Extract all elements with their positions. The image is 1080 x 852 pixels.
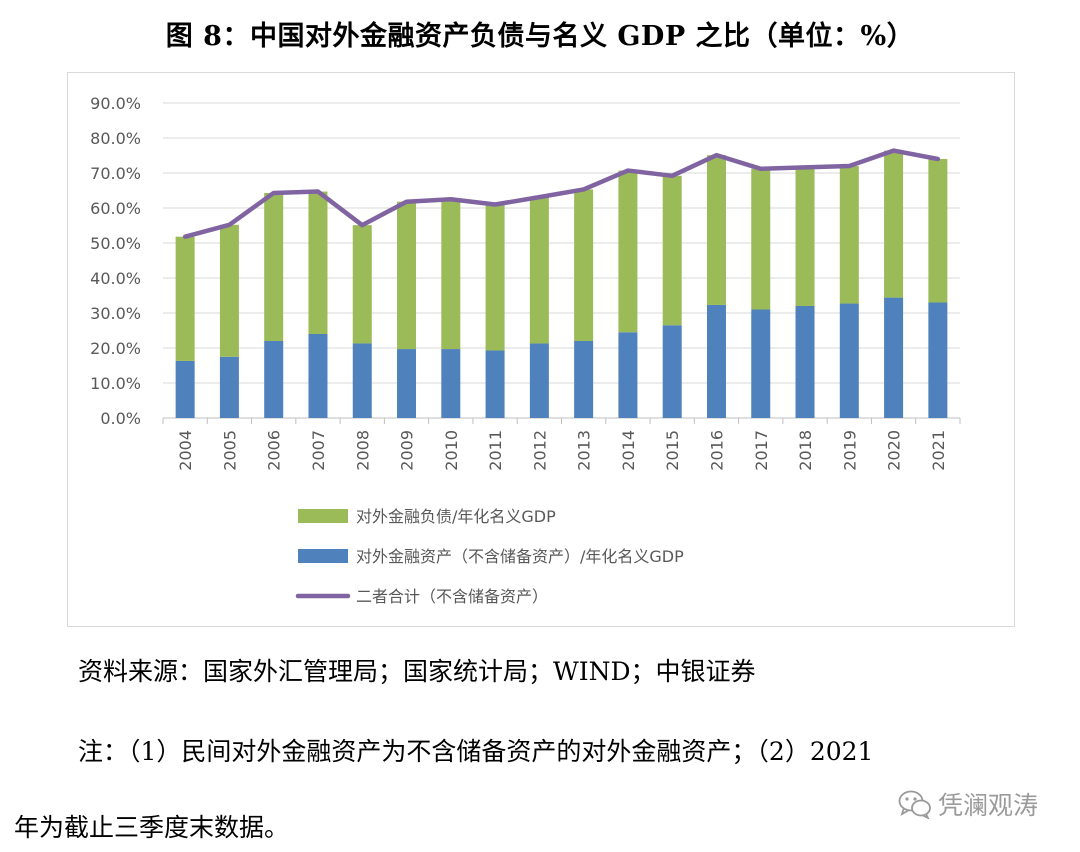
bar-liability [397, 201, 417, 350]
bar-asset [574, 341, 594, 418]
x-tick-label: 2018 [796, 430, 815, 471]
bar-asset [662, 325, 682, 418]
watermark-text: 凭澜观涛 [938, 791, 1039, 820]
note-line-2: 年为截止三季度末数据。 [14, 813, 290, 842]
x-tick-label: 2010 [442, 430, 461, 471]
bar-liability [884, 150, 904, 298]
bar-asset [884, 297, 904, 418]
bar-asset [485, 350, 505, 418]
bar-liability [175, 236, 195, 361]
bar-asset [308, 334, 328, 418]
bar-asset [839, 303, 859, 418]
x-tick-label: 2017 [752, 430, 771, 471]
source-text: 资料来源：国家外汇管理局；国家统计局；WIND；中银证券 [78, 657, 756, 686]
y-tick-label: 50.0% [90, 234, 141, 253]
y-tick-label: 0.0% [100, 409, 141, 428]
bar-liability [529, 197, 549, 344]
bar-liability [219, 224, 239, 357]
x-tick-label: 2014 [619, 430, 638, 471]
legend-label: 二者合计（不含储备资产） [356, 587, 548, 606]
legend-swatch [298, 509, 348, 523]
bar-liability [751, 168, 771, 310]
bar-liability [662, 175, 682, 326]
watermark: 凭澜观涛 [898, 786, 1038, 822]
bar-asset [706, 304, 726, 418]
bar-asset [751, 309, 771, 418]
x-tick-label: 2005 [220, 430, 239, 471]
bar-liability [928, 159, 948, 303]
x-tick-label: 2016 [707, 430, 726, 471]
bar-asset [529, 343, 549, 418]
x-tick-label: 2004 [176, 430, 195, 471]
bar-liability [574, 189, 594, 341]
y-tick-label: 70.0% [90, 164, 141, 183]
legend-label: 对外金融负债/年化名义GDP [356, 507, 556, 526]
x-tick-label: 2009 [398, 430, 417, 471]
y-tick-label: 30.0% [90, 304, 141, 323]
y-tick-label: 80.0% [90, 129, 141, 148]
bar-liability [706, 155, 726, 305]
bar-liability [308, 191, 328, 334]
bar-asset [618, 332, 638, 418]
bar-liability [618, 170, 638, 333]
legend-swatch [298, 549, 348, 563]
y-tick-label: 60.0% [90, 199, 141, 218]
x-tick-label: 2020 [885, 430, 904, 471]
bar-asset [352, 343, 372, 418]
y-tick-label: 90.0% [90, 94, 141, 113]
x-tick-label: 2012 [530, 430, 549, 471]
x-tick-label: 2006 [265, 430, 284, 471]
bar-liability [485, 204, 505, 351]
x-tick-label: 2015 [663, 430, 682, 471]
y-tick-label: 20.0% [90, 339, 141, 358]
chart-area: 0.0% 10.0% 20.0% 30.0% 40.0% 50.0% 60.0% 70.0% 8… [67, 72, 1015, 627]
bar-liability [264, 192, 284, 341]
bar-liability [795, 167, 815, 306]
bar-liability [352, 225, 372, 344]
bar-liability [839, 166, 859, 304]
bar-asset [175, 360, 195, 418]
bar-asset [928, 302, 948, 418]
bar-asset [441, 349, 461, 418]
bar-liability [441, 199, 461, 350]
chart-svg: 0.0% 10.0% 20.0% 30.0% 40.0% 50.0% 60.0% 70.0% 8… [90, 94, 961, 606]
x-tick-label: 2008 [353, 430, 372, 471]
wechat-icon [898, 790, 931, 819]
legend-label: 对外金融资产（不含储备资产）/年化名义GDP [356, 547, 684, 566]
note-line-1: 注：（1）民间对外金融资产为不含储备资产的对外金融资产；（2）2021 [78, 737, 874, 766]
y-tick-label: 40.0% [90, 269, 141, 288]
x-tick-label: 2011 [486, 430, 505, 471]
x-tick-label: 2019 [840, 430, 859, 471]
bar-asset [795, 306, 815, 418]
x-tick-label: 2007 [309, 430, 328, 471]
chart-title: 图 8：中国对外金融资产负债与名义 GDP 之比（单位：%） [165, 21, 915, 52]
bar-asset [264, 341, 284, 418]
x-tick-label: 2013 [575, 430, 594, 471]
series-line-total [182, 148, 941, 239]
bar-asset [219, 356, 239, 418]
x-tick-label: 2021 [929, 430, 948, 471]
bar-asset [397, 349, 417, 418]
y-tick-label: 10.0% [90, 374, 141, 393]
